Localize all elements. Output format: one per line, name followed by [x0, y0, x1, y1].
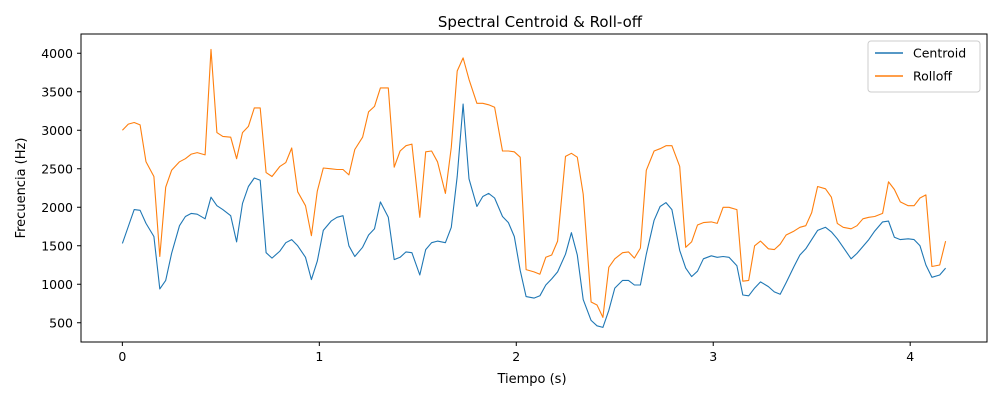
y-axis: 500 1000 1500 2000 2500 3000 3500 4000 [41, 46, 81, 330]
legend: Centroid Rolloff [867, 40, 981, 93]
plot-frame [80, 33, 988, 343]
x-tick-label: 3 [709, 349, 717, 364]
x-tick-label: 1 [315, 349, 323, 364]
x-axis-label: Tiempo (s) [496, 372, 566, 387]
y-tick-label: 500 [49, 315, 73, 330]
y-tick-label: 4000 [41, 46, 73, 61]
legend-label-rolloff: Rolloff [913, 69, 952, 84]
x-tick-label: 0 [118, 349, 126, 364]
y-tick-label: 1500 [41, 238, 73, 253]
series-line-centroid [121, 103, 947, 328]
plot-area: 0 1 2 3 4 500 1000 1500 2000 2500 3000 3500 4000 [41, 33, 988, 364]
legend-label-centroid: Centroid [913, 46, 966, 61]
y-tick-label: 1000 [41, 277, 73, 292]
chart-title: Spectral Centroid & Roll-off [438, 13, 643, 31]
x-tick-label: 2 [512, 349, 520, 364]
y-tick-label: 3000 [41, 123, 73, 138]
y-tick-label: 3500 [41, 84, 73, 99]
y-tick-label: 2500 [41, 161, 73, 176]
x-tick-label: 4 [906, 349, 914, 364]
y-tick-label: 2000 [41, 200, 73, 215]
x-axis: 0 1 2 3 4 [118, 342, 914, 364]
y-axis-label: Frecuencia (Hz) [14, 138, 29, 239]
series-line-rolloff [122, 48, 947, 318]
series-lines [121, 48, 947, 328]
